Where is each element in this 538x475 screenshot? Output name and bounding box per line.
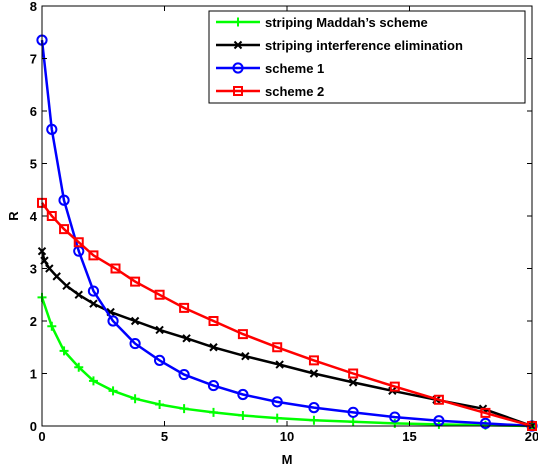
data-point xyxy=(59,224,70,235)
data-point xyxy=(275,360,284,369)
data-point xyxy=(178,368,190,381)
data-point xyxy=(207,379,220,392)
data-point xyxy=(130,276,141,287)
data-point xyxy=(155,399,165,409)
data-point xyxy=(433,415,445,427)
y-tick-label: 2 xyxy=(30,314,37,329)
data-point xyxy=(88,376,98,386)
y-tick-label: 0 xyxy=(30,419,37,434)
data-point xyxy=(59,346,69,356)
data-point xyxy=(348,368,359,379)
data-point xyxy=(62,281,71,291)
x-tick-label: 10 xyxy=(280,429,294,444)
data-point xyxy=(58,194,70,206)
y-axis-label: R xyxy=(6,211,21,221)
data-point xyxy=(347,406,359,418)
series-line xyxy=(40,296,533,428)
data-point xyxy=(46,211,57,221)
x-tick-label: 15 xyxy=(402,429,416,444)
legend-marker xyxy=(233,86,243,96)
data-point xyxy=(179,404,189,414)
legend-markers xyxy=(232,17,244,96)
data-point xyxy=(271,396,283,408)
legend: striping Maddah’s scheme striping interf… xyxy=(208,10,526,104)
data-point xyxy=(130,316,140,326)
y-tick-label: 1 xyxy=(30,367,37,382)
data-point xyxy=(241,351,250,361)
data-point xyxy=(348,378,358,387)
data-point xyxy=(74,290,83,299)
series-4 xyxy=(37,197,537,431)
y-tick-label: 6 xyxy=(30,104,37,119)
data-point xyxy=(129,337,141,350)
data-point xyxy=(107,315,119,327)
data-point xyxy=(479,417,492,429)
legend-marker xyxy=(233,40,243,50)
legend-label-scheme2: scheme 2 xyxy=(265,84,324,99)
legend-label-maddah: striping Maddah’s scheme xyxy=(265,15,428,30)
y-tick-label: 8 xyxy=(30,0,37,14)
y-tick-label: 5 xyxy=(30,157,37,172)
x-tick-label: 5 xyxy=(161,429,168,444)
data-point xyxy=(309,369,319,378)
x-tick-label: 0 xyxy=(38,429,45,444)
data-point xyxy=(73,237,84,248)
data-point xyxy=(309,415,319,425)
data-point xyxy=(389,411,401,423)
data-point xyxy=(348,417,358,427)
series-line xyxy=(40,39,533,428)
data-point xyxy=(272,342,283,353)
series-3 xyxy=(36,34,538,432)
data-point xyxy=(237,329,248,340)
data-point xyxy=(272,413,282,423)
data-point xyxy=(433,394,444,405)
data-point xyxy=(179,302,190,313)
data-point xyxy=(238,411,248,420)
series-layer xyxy=(36,34,538,432)
x-tick-label: 20 xyxy=(525,429,538,444)
data-point xyxy=(182,334,191,343)
data-point xyxy=(88,250,99,261)
data-point xyxy=(130,394,140,404)
data-point xyxy=(389,381,400,392)
legend-marker xyxy=(232,62,244,74)
data-point xyxy=(209,407,218,417)
data-point xyxy=(208,316,219,326)
data-point xyxy=(154,289,165,300)
data-point xyxy=(155,325,164,335)
legend-marker xyxy=(233,17,243,27)
data-point xyxy=(480,407,491,418)
data-point xyxy=(209,343,218,352)
legend-box xyxy=(208,10,526,104)
data-point xyxy=(308,355,319,366)
y-tick-label: 7 xyxy=(30,52,37,67)
x-axis-label: M xyxy=(282,452,293,467)
data-point xyxy=(47,321,57,331)
data-point xyxy=(154,354,166,366)
data-point xyxy=(89,299,98,308)
data-point xyxy=(46,123,58,135)
data-point xyxy=(52,272,61,281)
data-point xyxy=(45,264,54,273)
legend-label-interference: striping interference elimination xyxy=(265,38,463,53)
data-point xyxy=(108,386,118,396)
y-tick-label: 4 xyxy=(30,209,38,224)
y-tick-label: 3 xyxy=(30,262,37,277)
data-point xyxy=(74,362,84,372)
data-point xyxy=(308,402,320,414)
data-point xyxy=(87,285,100,297)
series-line xyxy=(40,202,533,428)
ticks-layer: 0 5 10 15 20 0 1 2 3 4 5 6 7 8 xyxy=(30,0,538,444)
data-point xyxy=(110,263,121,274)
legend-label-scheme1: scheme 1 xyxy=(265,61,324,76)
data-point xyxy=(237,388,249,401)
